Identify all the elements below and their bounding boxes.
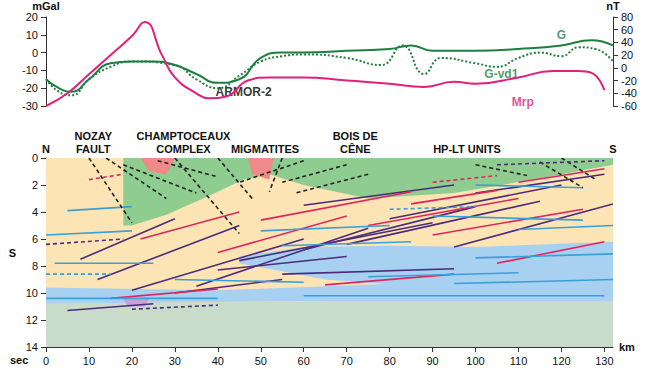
svg-text:-20: -20 xyxy=(22,82,38,94)
svg-text:-20: -20 xyxy=(621,75,637,87)
svg-text:-10: -10 xyxy=(22,64,38,76)
svg-text:50: 50 xyxy=(255,355,267,367)
svg-text:G-vd1: G-vd1 xyxy=(484,67,519,81)
svg-text:110: 110 xyxy=(510,355,528,367)
svg-text:nT: nT xyxy=(606,0,620,12)
svg-text:S: S xyxy=(9,247,16,259)
svg-text:mGal: mGal xyxy=(32,0,60,12)
svg-text:10: 10 xyxy=(83,355,95,367)
svg-text:60: 60 xyxy=(298,355,310,367)
svg-text:km: km xyxy=(619,341,635,353)
svg-text:130: 130 xyxy=(595,355,613,367)
svg-text:sec: sec xyxy=(10,354,28,366)
svg-text:40: 40 xyxy=(621,36,633,48)
svg-text:60: 60 xyxy=(621,24,633,36)
svg-text:8: 8 xyxy=(32,260,38,272)
svg-text:14: 14 xyxy=(26,341,38,353)
svg-text:10: 10 xyxy=(26,29,38,41)
svg-text:FAULT: FAULT xyxy=(76,143,111,155)
svg-text:CÊNE: CÊNE xyxy=(340,143,371,155)
svg-text:80: 80 xyxy=(621,11,633,23)
svg-text:20: 20 xyxy=(26,11,38,23)
svg-text:COMPLEX: COMPLEX xyxy=(156,143,211,155)
svg-text:-30: -30 xyxy=(22,100,38,112)
svg-text:12: 12 xyxy=(26,314,38,326)
svg-text:S: S xyxy=(609,143,616,155)
svg-text:0: 0 xyxy=(621,62,627,74)
svg-text:120: 120 xyxy=(552,355,570,367)
svg-text:30: 30 xyxy=(169,355,181,367)
svg-text:0: 0 xyxy=(43,355,49,367)
svg-text:80: 80 xyxy=(384,355,396,367)
svg-text:NOZAY: NOZAY xyxy=(75,130,113,142)
svg-text:MIGMATITES: MIGMATITES xyxy=(231,143,299,155)
svg-text:0: 0 xyxy=(32,47,38,59)
svg-text:40: 40 xyxy=(212,355,224,367)
svg-text:ARMOR-2: ARMOR-2 xyxy=(215,84,272,99)
svg-text:20: 20 xyxy=(126,355,138,367)
svg-text:6: 6 xyxy=(32,233,38,245)
svg-text:N: N xyxy=(42,143,50,155)
svg-text:100: 100 xyxy=(466,355,484,367)
svg-text:G: G xyxy=(557,28,566,42)
svg-text:CHAMPTOCEAUX: CHAMPTOCEAUX xyxy=(136,130,231,142)
svg-text:0: 0 xyxy=(32,152,38,164)
svg-text:-40: -40 xyxy=(621,87,637,99)
svg-text:BOIS DE: BOIS DE xyxy=(333,130,378,142)
svg-text:90: 90 xyxy=(426,355,438,367)
svg-text:4: 4 xyxy=(32,206,38,218)
svg-text:2: 2 xyxy=(32,179,38,191)
svg-text:HP-LT UNITS: HP-LT UNITS xyxy=(433,143,501,155)
svg-text:20: 20 xyxy=(621,49,633,61)
svg-text:Mrp: Mrp xyxy=(512,95,534,109)
svg-text:10: 10 xyxy=(26,287,38,299)
svg-text:70: 70 xyxy=(341,355,353,367)
svg-text:-60: -60 xyxy=(621,100,637,112)
